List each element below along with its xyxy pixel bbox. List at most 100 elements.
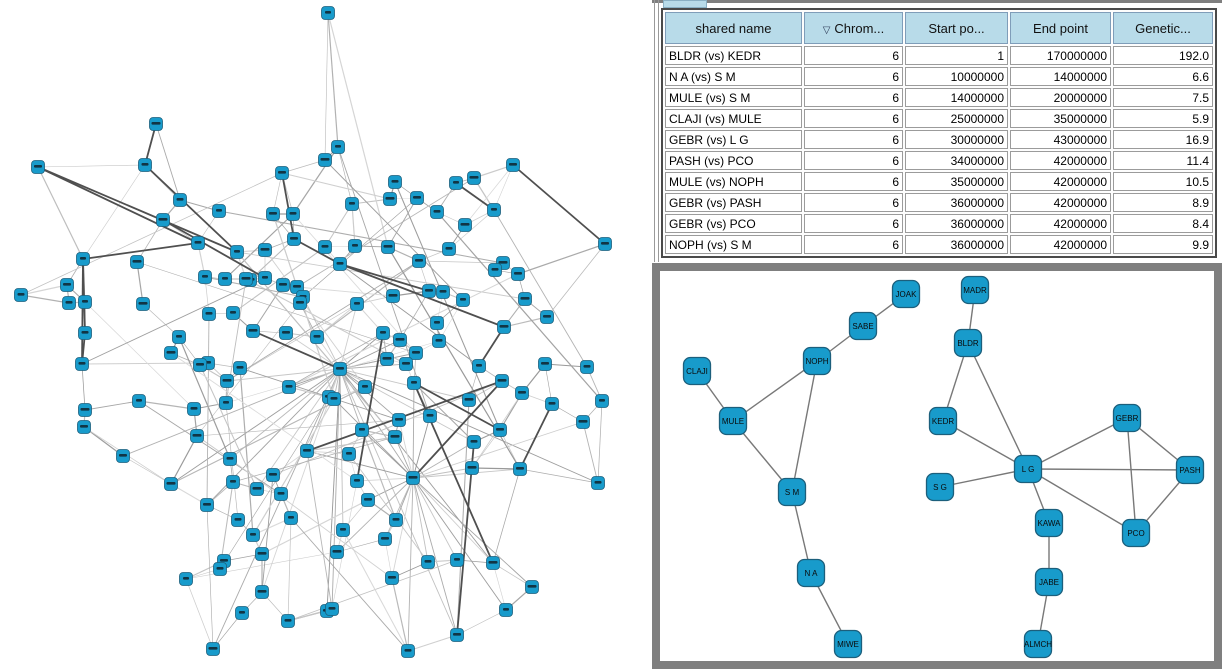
graph-node[interactable] [388,430,402,444]
graph-node[interactable] [388,175,402,189]
graph-node[interactable] [456,293,470,307]
graph-node[interactable] [321,6,335,20]
graph-node[interactable] [279,326,293,340]
column-header-3[interactable]: End point [1010,12,1111,44]
graph-node[interactable] [266,468,280,482]
node-KAWA[interactable]: KAWA [1034,508,1064,538]
graph-node[interactable] [300,444,314,458]
table-row[interactable]: BLDR (vs) KEDR 6 1 170000000 192.0 [665,46,1213,65]
node-SABE[interactable]: SABE [848,311,878,341]
graph-node[interactable] [449,176,463,190]
graph-node[interactable] [255,585,269,599]
table-row[interactable]: PASH (vs) PCO 6 34000000 42000000 11.4 [665,151,1213,170]
graph-node[interactable] [525,580,539,594]
graph-node[interactable] [190,429,204,443]
graph-node[interactable] [385,571,399,585]
graph-node[interactable] [430,316,444,330]
graph-node[interactable] [230,245,244,259]
graph-node[interactable] [218,272,232,286]
table-row[interactable]: MULE (vs) S M 6 14000000 20000000 7.5 [665,88,1213,107]
graph-node[interactable] [14,288,28,302]
graph-node[interactable] [255,547,269,561]
node-N A[interactable]: N A [796,558,826,588]
graph-node[interactable] [458,218,472,232]
graph-node[interactable] [467,435,481,449]
graph-node[interactable] [399,357,413,371]
graph-node[interactable] [60,278,74,292]
graph-node[interactable] [193,358,207,372]
graph-node[interactable] [336,523,350,537]
graph-node[interactable] [78,295,92,309]
graph-node[interactable] [406,471,420,485]
column-header-4[interactable]: Genetic... [1113,12,1213,44]
table-panel-tab[interactable] [663,0,707,8]
graph-node[interactable] [545,397,559,411]
graph-node[interactable] [423,409,437,423]
graph-node[interactable] [361,493,375,507]
graph-node[interactable] [389,513,403,527]
graph-node[interactable] [591,476,605,490]
graph-node[interactable] [246,528,260,542]
graph-node[interactable] [191,236,205,250]
graph-node[interactable] [258,271,272,285]
node-S G[interactable]: S G [925,472,955,502]
graph-node[interactable] [595,394,609,408]
graph-node[interactable] [235,606,249,620]
graph-node[interactable] [538,357,552,371]
graph-node[interactable] [467,171,481,185]
node-KEDR[interactable]: KEDR [928,406,958,436]
graph-node[interactable] [350,297,364,311]
graph-node[interactable] [331,140,345,154]
graph-node[interactable] [462,393,476,407]
node-BLDR[interactable]: BLDR [953,328,983,358]
graph-node[interactable] [436,285,450,299]
graph-node[interactable] [179,572,193,586]
graph-node[interactable] [511,267,525,281]
graph-node[interactable] [239,272,253,286]
graph-node[interactable] [202,307,216,321]
graph-node[interactable] [172,330,186,344]
graph-node[interactable] [156,213,170,227]
graph-node[interactable] [250,482,264,496]
graph-node[interactable] [358,380,372,394]
graph-node[interactable] [282,380,296,394]
node-PCO[interactable]: PCO [1121,518,1151,548]
graph-node[interactable] [75,357,89,371]
graph-node[interactable] [325,602,339,616]
graph-node[interactable] [499,603,513,617]
graph-node[interactable] [450,553,464,567]
table-row[interactable]: CLAJI (vs) MULE 6 25000000 35000000 5.9 [665,109,1213,128]
table-row[interactable]: GEBR (vs) PCO 6 36000000 42000000 8.4 [665,214,1213,233]
node-MADR[interactable]: MADR [960,275,990,305]
graph-node[interactable] [598,237,612,251]
graph-node[interactable] [422,284,436,298]
graph-node[interactable] [310,330,324,344]
table-row[interactable]: GEBR (vs) PASH 6 36000000 42000000 8.9 [665,193,1213,212]
graph-node[interactable] [287,232,301,246]
filter-icon[interactable]: ▽ [822,24,831,36]
graph-node[interactable] [187,402,201,416]
graph-node[interactable] [442,242,456,256]
graph-node[interactable] [497,320,511,334]
graph-node[interactable] [78,326,92,340]
graph-node[interactable] [78,403,92,417]
graph-node[interactable] [393,333,407,347]
graph-node[interactable] [486,556,500,570]
node-MULE[interactable]: MULE [718,406,748,436]
node-ALMCH[interactable]: ALMCH [1023,629,1052,659]
graph-node[interactable] [386,289,400,303]
graph-node[interactable] [130,255,144,269]
graph-node[interactable] [286,207,300,221]
graph-node[interactable] [407,376,421,390]
graph-node[interactable] [401,644,415,658]
graph-node[interactable] [223,452,237,466]
graph-node[interactable] [164,346,178,360]
graph-node[interactable] [381,240,395,254]
graph-node[interactable] [116,449,130,463]
node-NOPH[interactable]: NOPH [802,346,832,376]
graph-node[interactable] [164,477,178,491]
node-GEBR[interactable]: GEBR [1112,403,1142,433]
graph-node[interactable] [327,392,341,406]
graph-node[interactable] [430,205,444,219]
graph-node[interactable] [284,511,298,525]
